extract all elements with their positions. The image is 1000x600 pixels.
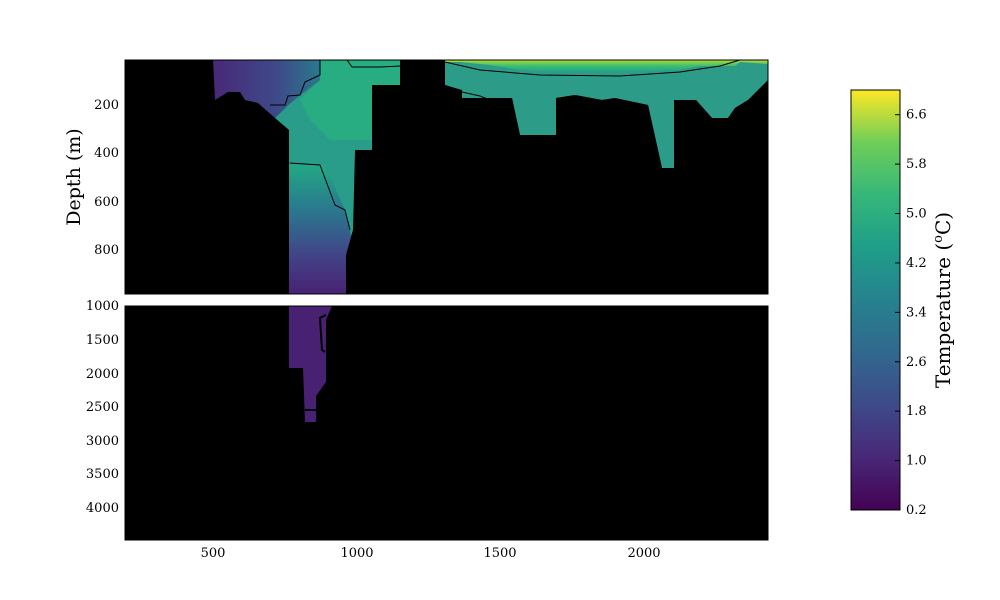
y-axis-label: Depth (m) [63,128,85,225]
y-tick-label: 1500 [86,333,119,348]
bottom-panel-frame [124,305,769,541]
colorbar-tick-label: 6.6 [906,108,927,123]
colorbar-tick-label: 1.8 [906,404,927,419]
colorbar-frame [850,89,901,511]
y-tick-label: 3000 [86,434,119,449]
x-tick-label: 1000 [340,546,373,561]
colorbar-tick-label: 0.2 [906,503,927,518]
y-tick-label: 800 [94,243,119,258]
x-ticks: 500 1000 1500 2000 [201,546,661,561]
bottom-panel: 1000 1500 2000 2500 3000 3500 4000 500 1… [86,299,769,561]
colorbar-gradient [851,90,900,510]
field-central-upper [300,60,400,140]
bottom-panel-background [125,306,768,540]
y-tick-label: 4000 [86,501,119,516]
colorbar-label-end: C) [931,212,955,235]
bottom-panel-y-ticks: 1000 1500 2000 2500 3000 3500 4000 [86,299,119,516]
colorbar: 0.2 1.0 1.8 2.6 3.4 4.2 5.0 5.8 6.6 Temperature … [850,89,955,518]
colorbar-tick-label: 1.0 [906,454,927,469]
contour-line-trench [318,314,327,353]
colorbar-label-sup: o [931,235,946,243]
y-tick-label: 2000 [86,367,119,382]
y-tick-label: 3500 [86,467,119,482]
field-deep-column [289,165,352,294]
colorbar-tick-label: 5.0 [906,207,927,222]
y-tick-label: 200 [94,98,119,113]
top-panel-y-ticks: 200 400 600 800 [94,98,130,258]
x-tick-label: 500 [201,546,226,561]
colorbar-label: Temperature (oC) [931,212,955,388]
colorbar-label-base: Temperature ( [931,243,955,388]
field-right-warm-layer [445,60,768,72]
field-left-region [213,60,320,118]
contour-line-surface [346,59,401,68]
y-tick-label: 1000 [86,299,119,314]
colorbar-tick-label: 2.6 [906,355,927,370]
contour-line-upper-left [270,60,321,106]
y-tick-label: 2500 [86,400,119,415]
x-tick-label: 2000 [627,546,660,561]
x-tick-label: 1500 [483,546,516,561]
contour-line-deep [289,162,351,231]
colorbar-tick-label: 3.4 [906,305,927,320]
colorbar-tick-label: 5.8 [906,157,927,172]
field-right-region [445,60,768,168]
top-panel-frame [124,59,769,295]
colorbar-tick-label: 4.2 [906,256,927,271]
topography-mask-top [346,60,768,294]
top-panel: 200 400 600 800 [94,59,769,295]
colorbar-ticks: 0.2 1.0 1.8 2.6 3.4 4.2 5.0 5.8 6.6 [895,108,927,518]
y-tick-label: 600 [94,195,119,210]
contour-line-right [444,59,741,77]
y-tick-label: 400 [94,146,119,161]
